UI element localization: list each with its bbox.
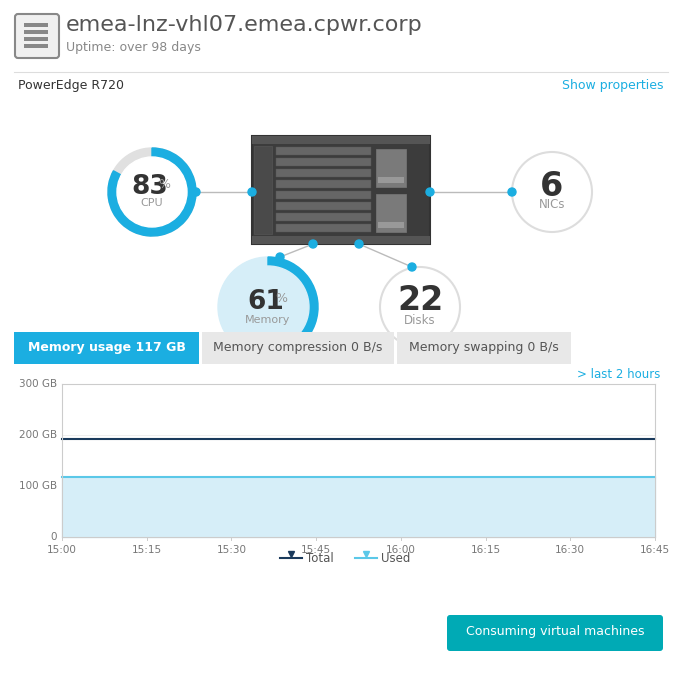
Text: 200 GB: 200 GB (19, 430, 57, 440)
Text: Show properties: Show properties (563, 78, 664, 92)
Text: 22: 22 (397, 284, 443, 318)
FancyBboxPatch shape (24, 37, 48, 41)
FancyBboxPatch shape (276, 158, 371, 166)
Circle shape (117, 157, 187, 227)
Text: > last 2 hours: > last 2 hours (576, 367, 660, 381)
Wedge shape (108, 148, 196, 236)
FancyBboxPatch shape (252, 136, 430, 144)
Circle shape (512, 152, 592, 232)
Wedge shape (236, 257, 318, 357)
FancyBboxPatch shape (276, 224, 371, 232)
Text: 6: 6 (540, 169, 563, 203)
Text: Disks: Disks (404, 313, 436, 326)
FancyBboxPatch shape (378, 177, 404, 183)
Text: 300 GB: 300 GB (19, 379, 57, 389)
Circle shape (380, 267, 460, 347)
FancyBboxPatch shape (276, 169, 371, 177)
FancyBboxPatch shape (202, 332, 394, 364)
Text: Uptime: over 98 days: Uptime: over 98 days (66, 41, 201, 54)
Text: 16:00: 16:00 (386, 545, 416, 555)
FancyBboxPatch shape (24, 30, 48, 34)
Circle shape (426, 188, 434, 196)
Text: 16:45: 16:45 (640, 545, 670, 555)
Text: 15:30: 15:30 (216, 545, 246, 555)
Text: PowerEdge R720: PowerEdge R720 (18, 78, 124, 92)
FancyBboxPatch shape (15, 14, 59, 58)
Text: Memory: Memory (246, 315, 291, 325)
Text: 15:00: 15:00 (47, 545, 77, 555)
Text: 61: 61 (248, 289, 284, 315)
Text: NICs: NICs (539, 199, 565, 211)
FancyBboxPatch shape (276, 213, 371, 221)
Text: %: % (158, 177, 170, 190)
FancyBboxPatch shape (276, 191, 371, 199)
Circle shape (276, 253, 284, 261)
FancyBboxPatch shape (24, 44, 48, 48)
FancyBboxPatch shape (252, 236, 430, 244)
Circle shape (248, 188, 256, 196)
Text: 100 GB: 100 GB (19, 481, 57, 491)
Text: 15:15: 15:15 (132, 545, 162, 555)
Circle shape (355, 240, 363, 248)
Circle shape (192, 188, 200, 196)
Circle shape (218, 257, 318, 357)
Text: Memory compression 0 B/s: Memory compression 0 B/s (213, 341, 383, 354)
Text: Consuming virtual machines: Consuming virtual machines (466, 626, 644, 639)
Text: Memory swapping 0 B/s: Memory swapping 0 B/s (409, 341, 559, 354)
Circle shape (309, 240, 317, 248)
Text: %: % (275, 292, 287, 305)
Circle shape (508, 188, 516, 196)
Text: 16:30: 16:30 (555, 545, 585, 555)
FancyBboxPatch shape (376, 149, 406, 187)
Circle shape (227, 266, 309, 348)
Text: 83: 83 (132, 174, 168, 200)
Text: 0: 0 (50, 532, 57, 542)
Text: CPU: CPU (140, 198, 163, 208)
Text: 15:45: 15:45 (301, 545, 331, 555)
FancyBboxPatch shape (254, 146, 272, 234)
FancyBboxPatch shape (376, 194, 406, 232)
FancyBboxPatch shape (447, 615, 663, 651)
FancyBboxPatch shape (14, 332, 199, 364)
Text: 16:15: 16:15 (471, 545, 501, 555)
FancyBboxPatch shape (276, 202, 371, 210)
Text: Memory usage 117 GB: Memory usage 117 GB (27, 341, 186, 354)
FancyBboxPatch shape (276, 180, 371, 188)
Circle shape (408, 263, 416, 271)
FancyBboxPatch shape (276, 147, 371, 155)
Circle shape (108, 148, 196, 236)
Text: Used: Used (381, 551, 411, 564)
Text: Total: Total (306, 551, 333, 564)
Text: emea-lnz-vhl07.emea.cpwr.corp: emea-lnz-vhl07.emea.cpwr.corp (66, 15, 423, 35)
FancyBboxPatch shape (24, 23, 48, 27)
FancyBboxPatch shape (397, 332, 571, 364)
FancyBboxPatch shape (252, 136, 430, 244)
FancyBboxPatch shape (378, 222, 404, 228)
